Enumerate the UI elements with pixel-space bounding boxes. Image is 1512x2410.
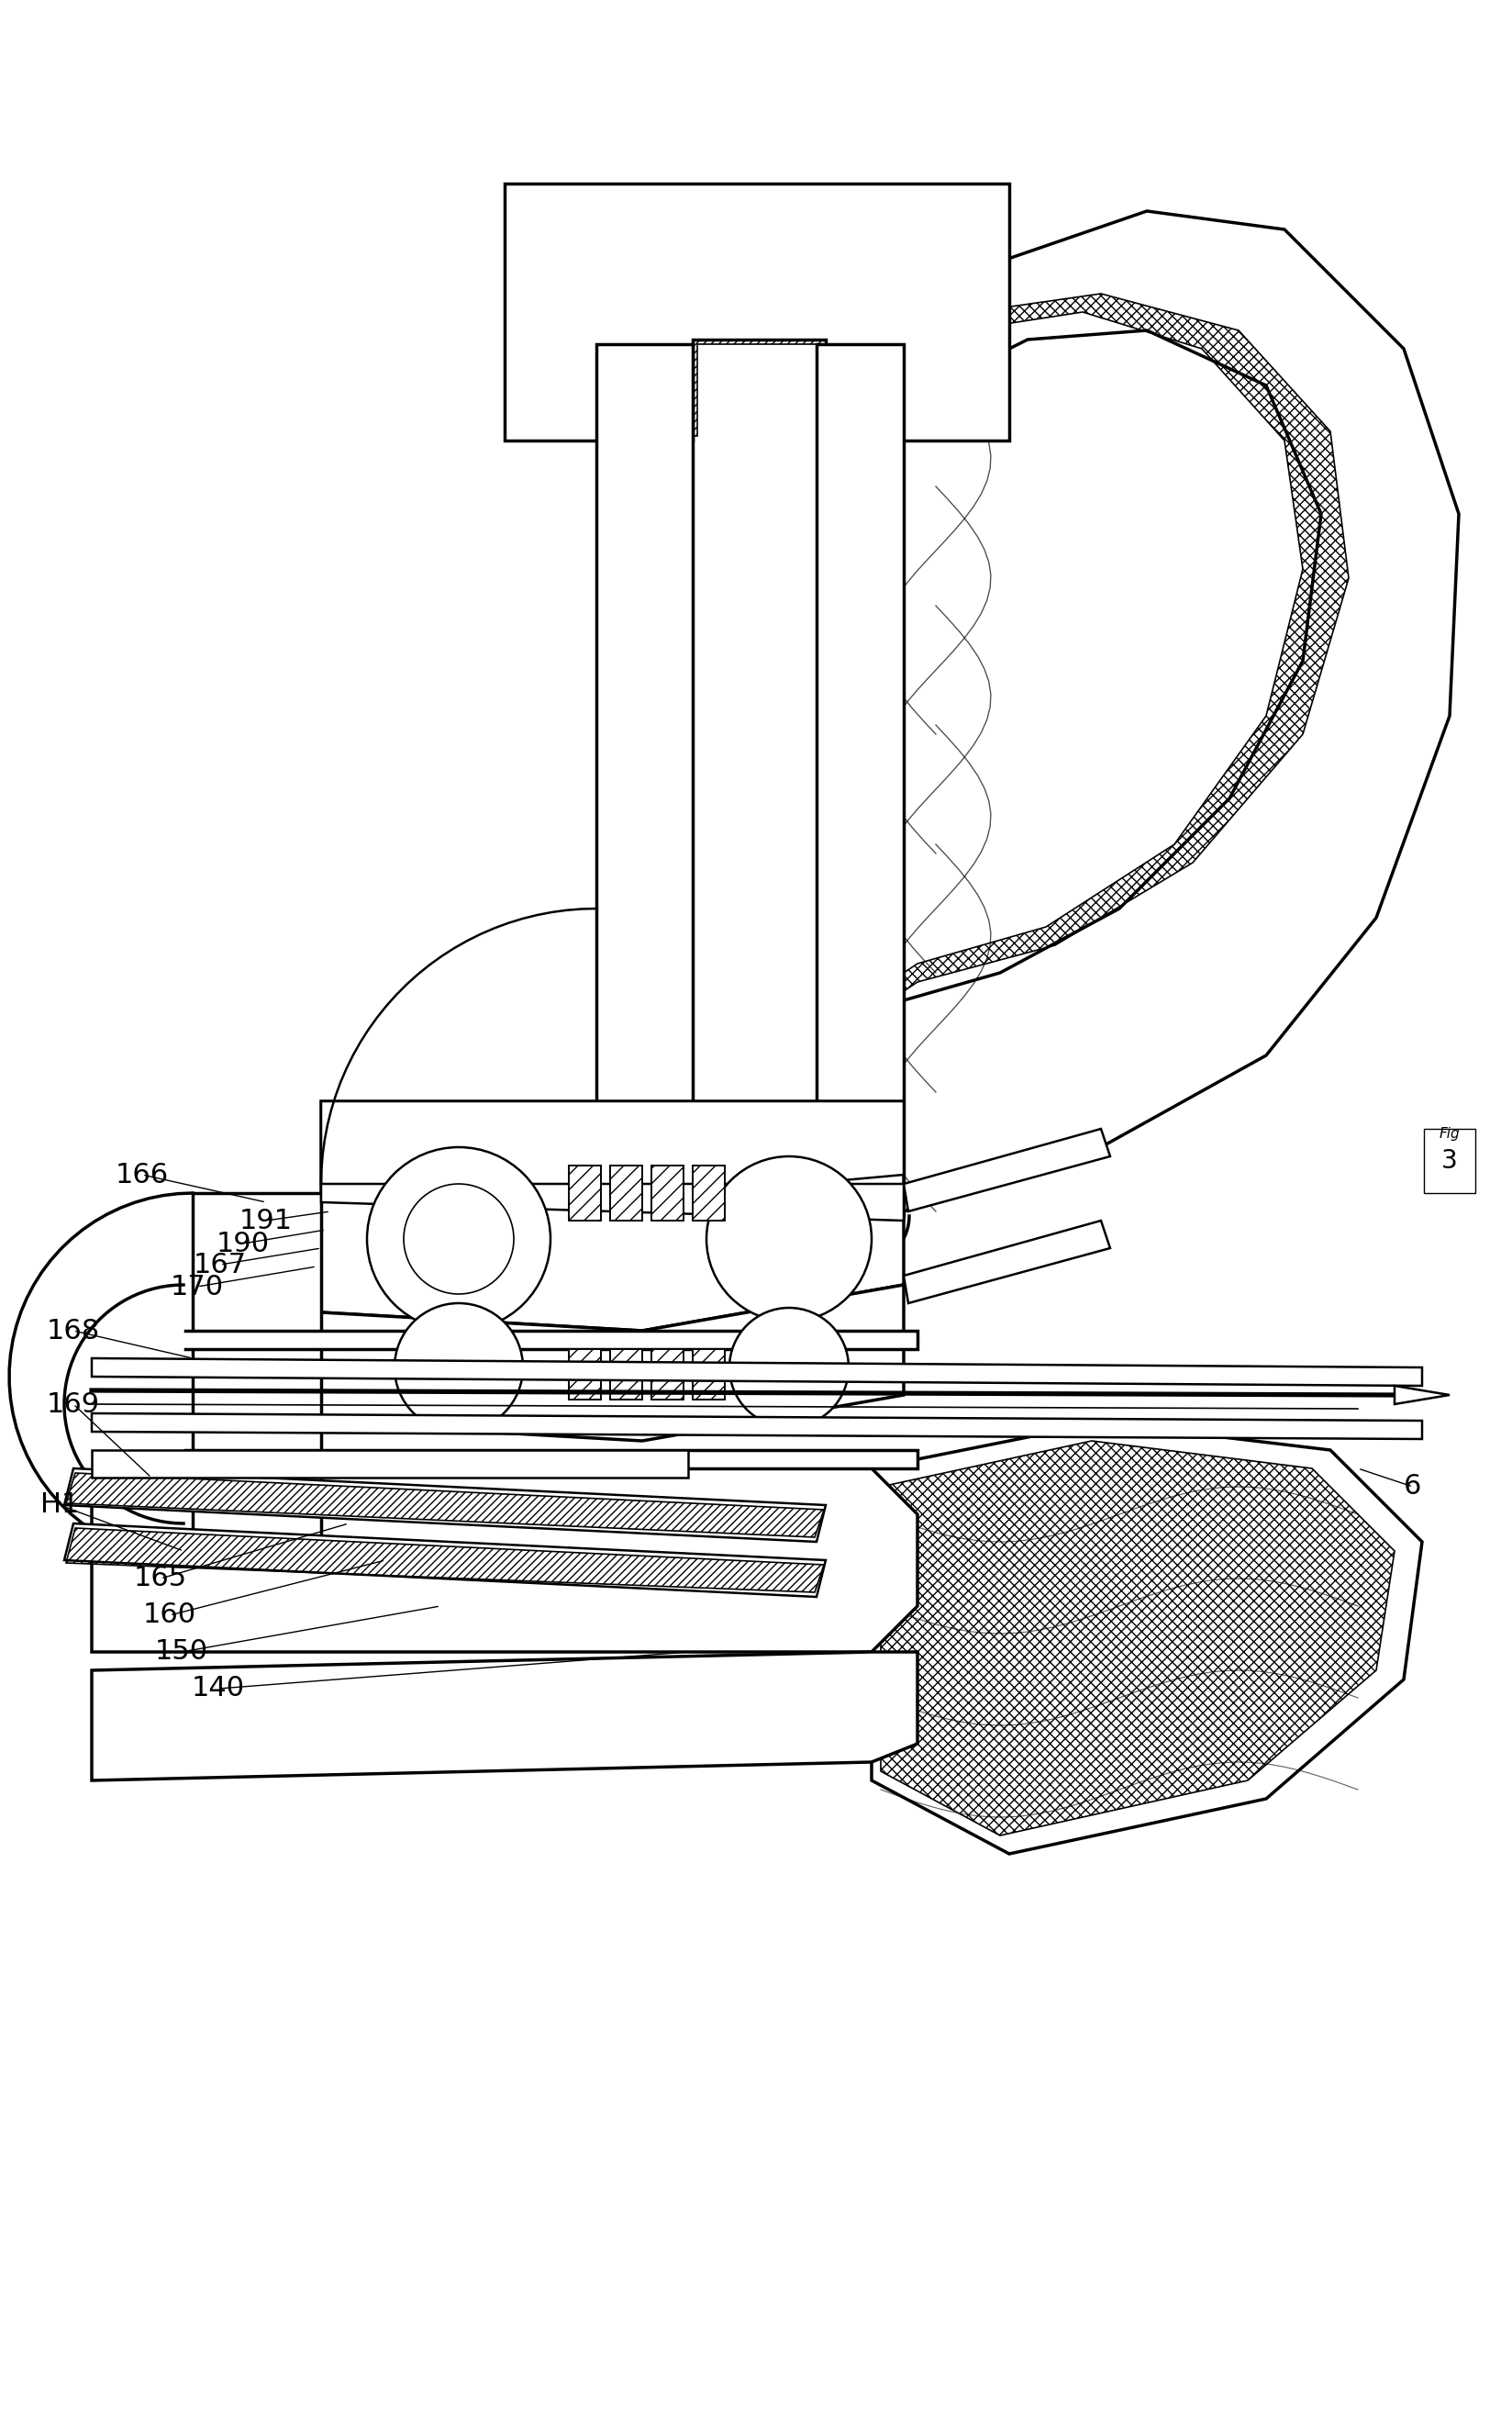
Circle shape: [367, 1147, 550, 1330]
Polygon shape: [904, 1219, 1110, 1304]
Polygon shape: [596, 345, 692, 1217]
Bar: [1424, 1128, 1476, 1193]
Polygon shape: [92, 1330, 918, 1350]
Circle shape: [395, 1304, 523, 1432]
Text: 3: 3: [1441, 1147, 1458, 1174]
Bar: [652, 1166, 683, 1219]
Circle shape: [404, 1183, 514, 1294]
Polygon shape: [1394, 1386, 1450, 1405]
Bar: [652, 1166, 683, 1219]
Polygon shape: [321, 1101, 904, 1330]
Bar: [569, 1350, 600, 1400]
Polygon shape: [321, 1285, 904, 1441]
Polygon shape: [92, 1468, 918, 1651]
Text: 168: 168: [47, 1318, 100, 1345]
Text: H1: H1: [41, 1492, 79, 1518]
Polygon shape: [92, 1412, 1423, 1439]
Text: 6: 6: [1405, 1473, 1421, 1499]
Bar: [611, 1166, 643, 1219]
Text: 167: 167: [194, 1251, 246, 1277]
Bar: [652, 1350, 683, 1400]
Polygon shape: [505, 183, 1009, 441]
Bar: [652, 1350, 683, 1400]
Polygon shape: [64, 1468, 826, 1542]
Polygon shape: [904, 212, 1459, 1212]
Text: 165: 165: [135, 1564, 187, 1593]
Text: 170: 170: [171, 1272, 224, 1299]
Text: 150: 150: [156, 1639, 209, 1665]
Bar: [611, 1350, 643, 1400]
Polygon shape: [816, 345, 904, 1217]
Bar: [692, 1166, 724, 1219]
Bar: [692, 1350, 724, 1400]
Polygon shape: [871, 1422, 1423, 1853]
Polygon shape: [92, 1451, 918, 1468]
Polygon shape: [65, 1285, 183, 1523]
Polygon shape: [64, 1523, 826, 1598]
Text: 160: 160: [144, 1603, 197, 1629]
Polygon shape: [321, 1101, 904, 1203]
Polygon shape: [92, 1451, 688, 1477]
Bar: [569, 1350, 600, 1400]
Polygon shape: [192, 1193, 321, 1559]
Bar: [692, 1166, 724, 1219]
Text: 190: 190: [216, 1229, 269, 1258]
Polygon shape: [92, 1651, 918, 1781]
Bar: [692, 1350, 724, 1400]
Polygon shape: [321, 1183, 904, 1219]
Bar: [569, 1166, 600, 1219]
Bar: [611, 1166, 643, 1219]
Polygon shape: [92, 1359, 1423, 1386]
Text: 191: 191: [239, 1207, 293, 1234]
Text: 166: 166: [115, 1162, 169, 1188]
Circle shape: [706, 1157, 871, 1321]
Polygon shape: [9, 1193, 192, 1559]
Text: 169: 169: [47, 1391, 100, 1417]
Circle shape: [729, 1309, 848, 1427]
Text: 140: 140: [192, 1675, 245, 1701]
Bar: [611, 1350, 643, 1400]
Polygon shape: [904, 1128, 1110, 1212]
Bar: [569, 1166, 600, 1219]
Text: Fig: Fig: [1439, 1125, 1461, 1140]
